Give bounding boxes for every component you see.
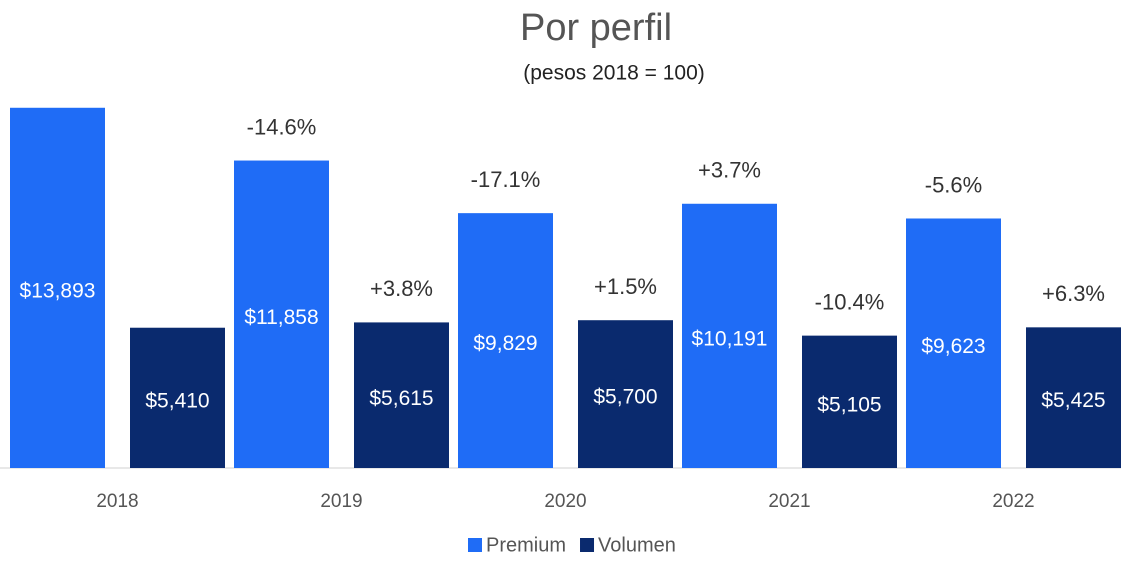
value-label: $10,191 bbox=[692, 327, 768, 350]
bar bbox=[578, 320, 673, 468]
chart-subtitle: (pesos 2018 = 100) bbox=[523, 62, 705, 85]
change-label: -5.6% bbox=[925, 172, 982, 197]
value-label: $9,623 bbox=[921, 335, 985, 358]
legend-label: Premium bbox=[486, 534, 566, 556]
legend-label: Volumen bbox=[598, 534, 676, 556]
value-label: $5,700 bbox=[593, 386, 657, 409]
bar bbox=[234, 160, 329, 468]
x-tick-label: 2021 bbox=[768, 491, 810, 512]
bar bbox=[1026, 327, 1121, 468]
x-tick-label: 2022 bbox=[992, 491, 1034, 512]
x-tick-label: 2020 bbox=[544, 491, 586, 512]
bar bbox=[802, 335, 897, 468]
change-label: -14.6% bbox=[247, 114, 317, 139]
bar bbox=[906, 218, 1001, 468]
value-label: $5,425 bbox=[1041, 389, 1105, 412]
value-label: $11,858 bbox=[244, 306, 318, 329]
change-label: +1.5% bbox=[594, 274, 657, 299]
chart-title: Por perfil bbox=[520, 7, 672, 49]
value-label: $9,829 bbox=[473, 332, 537, 355]
change-label: -17.1% bbox=[471, 167, 541, 192]
bar bbox=[682, 203, 777, 468]
bar bbox=[130, 327, 225, 468]
legend-swatch bbox=[580, 538, 595, 552]
value-label: $5,105 bbox=[817, 393, 881, 416]
bar bbox=[354, 322, 449, 468]
x-tick-label: 2018 bbox=[96, 491, 138, 512]
bar bbox=[10, 107, 105, 469]
value-label: $13,893 bbox=[20, 279, 96, 302]
change-label: +3.8% bbox=[370, 276, 433, 301]
value-label: $5,410 bbox=[145, 389, 209, 412]
value-label: $5,615 bbox=[369, 387, 433, 410]
bar bbox=[458, 213, 553, 468]
x-tick-label: 2019 bbox=[320, 491, 362, 512]
change-label: +3.7% bbox=[698, 158, 761, 183]
change-label: +6.3% bbox=[1042, 281, 1105, 306]
change-label: -10.4% bbox=[815, 289, 885, 314]
legend-swatch bbox=[468, 538, 482, 552]
